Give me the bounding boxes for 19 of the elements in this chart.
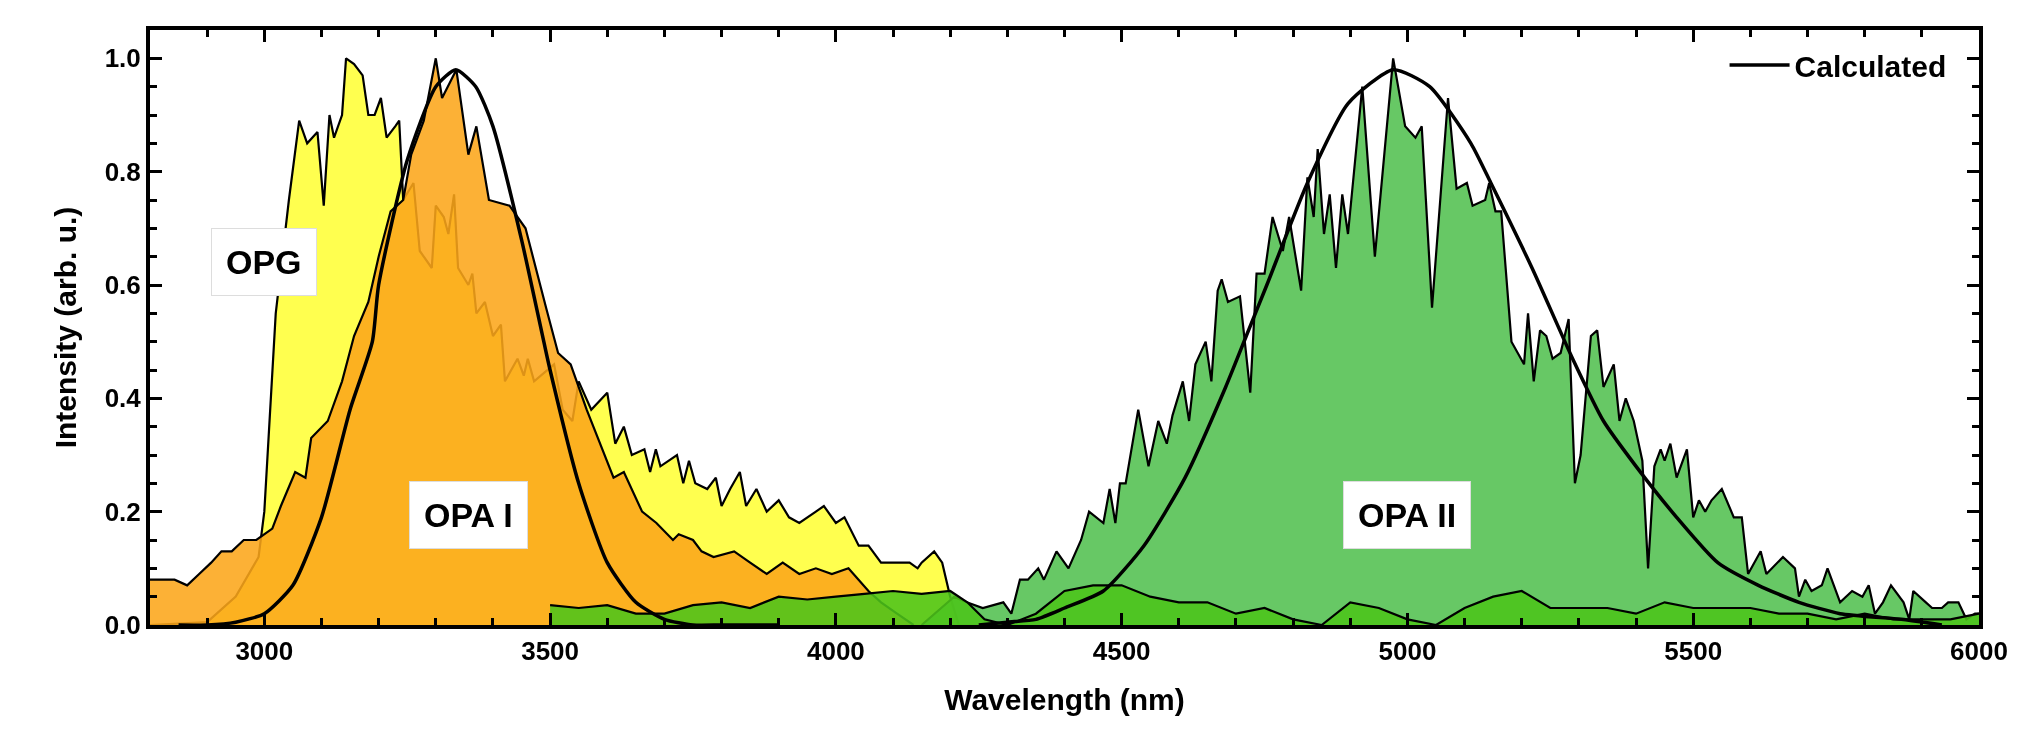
y-tick-label: 0.2 [104,496,141,527]
x-tick-label: 5000 [1378,636,1437,667]
annotation: OPA II [1358,496,1457,534]
x-tick-label: 5500 [1664,636,1723,667]
y-tick-label: 0.6 [104,270,141,301]
legend-label: Calculated [1794,49,1947,83]
x-tick-label: 4000 [806,636,865,667]
annotation: OPA I [424,496,513,534]
x-tick-label: 4500 [1092,636,1151,667]
y-tick-label: 0.0 [104,610,141,641]
x-tick-label: 3000 [235,636,294,667]
y-tick-label: 1.0 [104,43,141,74]
y-tick-label: 0.8 [104,156,141,187]
y-axis-title: Intensity (arb. u.) [49,206,83,449]
annotation: OPG [226,243,302,281]
x-tick-label: 3500 [521,636,580,667]
x-axis-title: Wavelength (nm) [944,683,1185,717]
y-tick-label: 0.4 [104,383,142,414]
x-tick-label: 6000 [1950,636,2008,667]
